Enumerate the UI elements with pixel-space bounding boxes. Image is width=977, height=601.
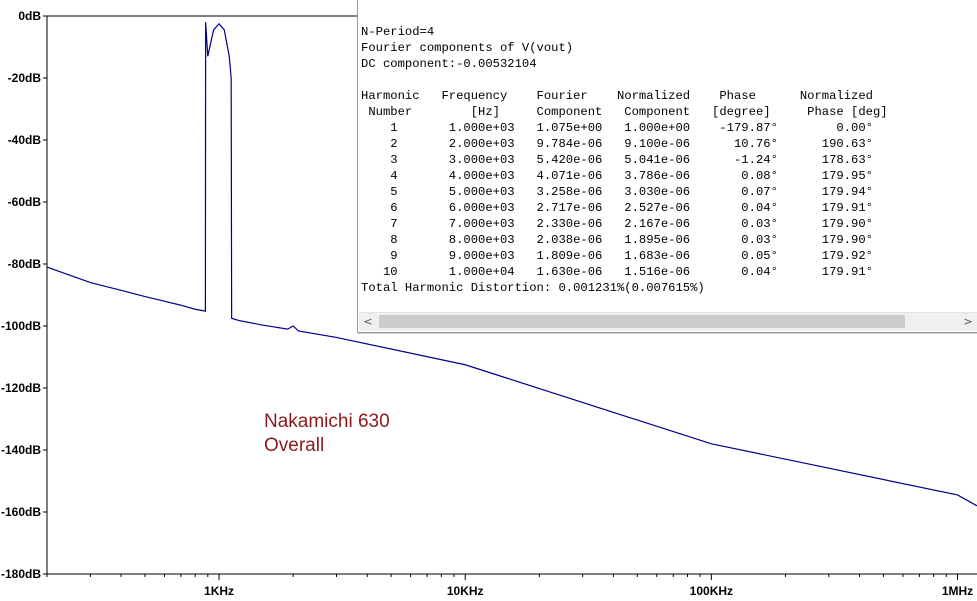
scroll-left-arrow-icon[interactable]: < <box>363 315 373 328</box>
harmonic-row: 4 4.000e+03 4.071e-06 3.786e-06 0.08° 17… <box>361 169 873 183</box>
harmonic-row: 10 1.000e+04 1.630e-06 1.516e-06 0.04° 1… <box>361 265 873 279</box>
x-tick-label: 100KHz <box>690 584 733 598</box>
fourier-title-line: Fourier components of V(vout) <box>361 41 574 55</box>
harmonic-row: 7 7.000e+03 2.330e-06 2.167e-06 0.03° 17… <box>361 217 873 231</box>
column-header-2: Number [Hz] Component Component [degree]… <box>361 105 888 119</box>
y-axis-ticks: 0dB -20dB -40dB -60dB -80dB -100dB -120dB -140d… <box>1 9 47 581</box>
dc-component-line: DC component:-0.00532104 <box>361 57 537 71</box>
harmonic-row: 6 6.000e+03 2.717e-06 2.527e-06 0.04° 17… <box>361 201 873 215</box>
column-header-1: Harmonic Frequency Fourier Normalized Ph… <box>361 89 873 103</box>
n-period-line: N-Period=4 <box>361 25 435 39</box>
spectrum-trace <box>46 22 977 507</box>
fourier-results-window[interactable]: N-Period=4 Fourier components of V(vout)… <box>357 0 977 333</box>
x-tick-label: 10KHz <box>447 584 484 598</box>
harmonic-row: 2 2.000e+03 9.784e-06 9.100e-06 10.76° 1… <box>361 137 873 151</box>
harmonic-row: 1 1.000e+03 1.075e+00 1.000e+00 -179.87°… <box>361 121 873 135</box>
y-tick-label: -120dB <box>1 381 41 395</box>
y-tick-label: -180dB <box>1 567 41 581</box>
x-tick-label: 1KHz <box>204 584 234 598</box>
fourier-results-text: N-Period=4 Fourier components of V(vout)… <box>361 24 888 296</box>
harmonic-row: 9 9.000e+03 1.809e-06 1.683e-06 0.05° 17… <box>361 249 873 263</box>
scrollbar-thumb[interactable] <box>379 315 905 328</box>
y-tick-label: -140dB <box>1 443 41 457</box>
harmonic-row: 8 8.000e+03 2.038e-06 1.895e-06 0.03° 17… <box>361 233 873 247</box>
y-tick-label: -160dB <box>1 505 41 519</box>
y-tick-label: -20dB <box>8 71 42 85</box>
y-tick-label: 0dB <box>18 9 41 23</box>
annotation-line-1: Nakamichi 630 <box>264 411 390 432</box>
y-tick-label: -60dB <box>8 195 42 209</box>
thd-line: Total Harmonic Distortion: 0.001231%(0.0… <box>361 281 705 295</box>
harmonic-row: 3 3.000e+03 5.420e-06 5.041e-06 -1.24° 1… <box>361 153 873 167</box>
y-tick-label: -100dB <box>1 319 41 333</box>
x-axis-ticks: 1KHz 10KHz 100KHz 1MHz <box>46 574 973 598</box>
scroll-right-arrow-icon[interactable]: > <box>963 315 973 328</box>
y-tick-label: -40dB <box>8 133 42 147</box>
x-tick-label: 1MHz <box>942 584 973 598</box>
horizontal-scrollbar[interactable]: < > <box>359 312 977 331</box>
harmonic-row: 5 5.000e+03 3.258e-06 3.030e-06 0.07° 17… <box>361 185 873 199</box>
y-tick-label: -80dB <box>8 257 42 271</box>
annotation-line-2: Overall <box>264 435 324 456</box>
